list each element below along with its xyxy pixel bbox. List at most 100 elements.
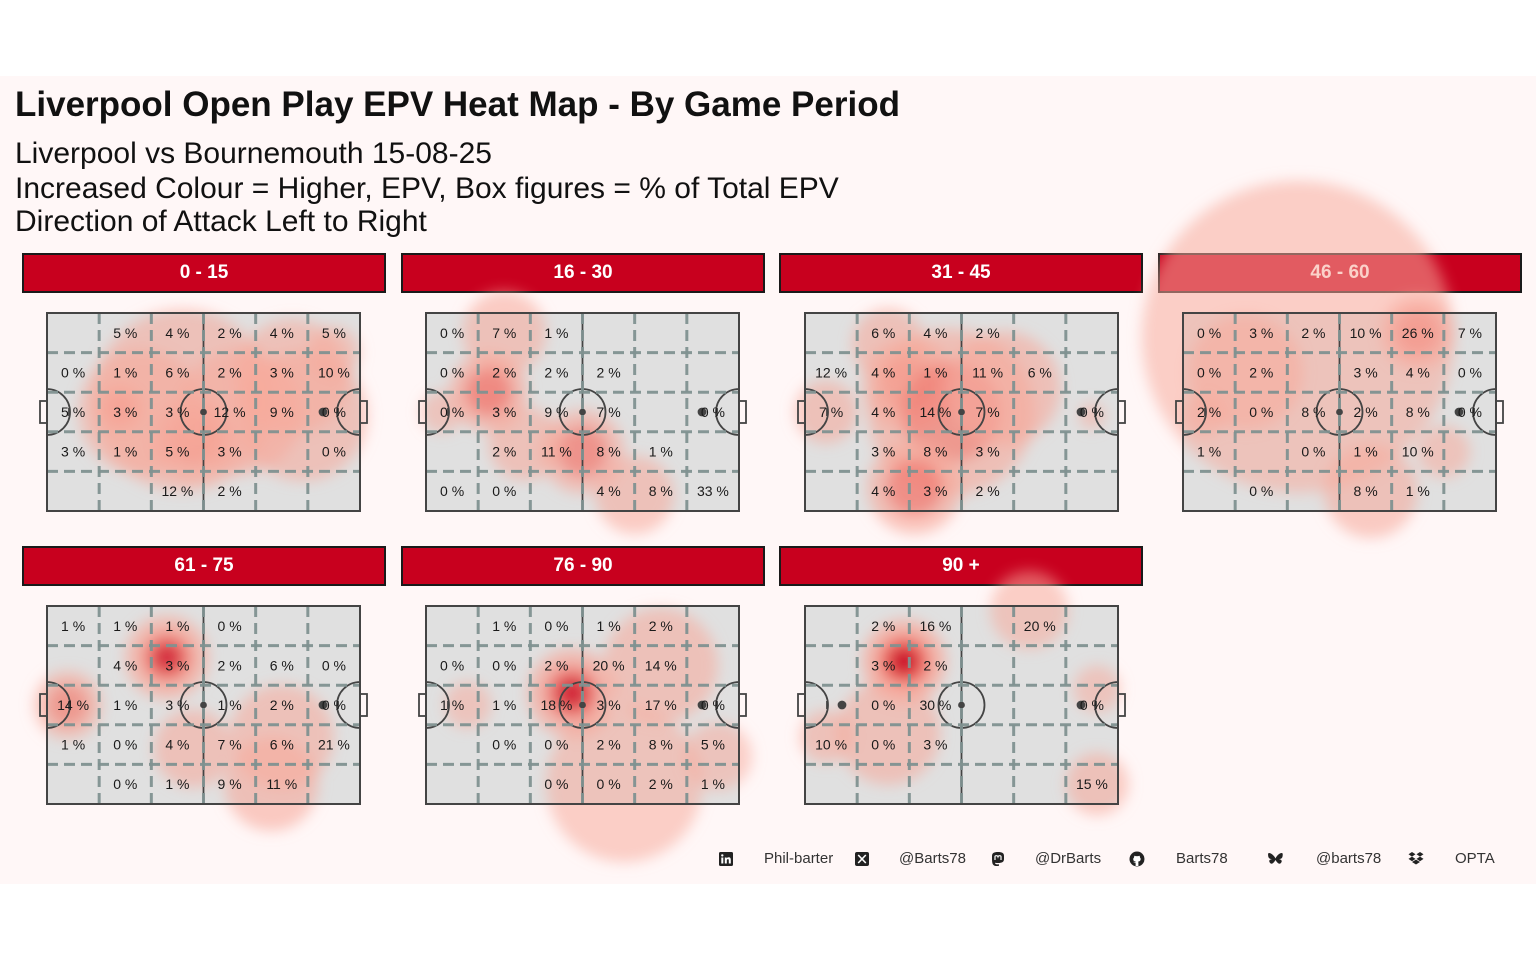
zone-label: 2 % <box>649 618 673 634</box>
zone-label: 6 % <box>1028 364 1052 380</box>
zone-label: 0 % <box>701 404 725 420</box>
zone-label: 0 % <box>322 657 346 673</box>
zone-label: 3 % <box>113 404 137 420</box>
zone-label: 7 % <box>597 404 621 420</box>
zone-label: 3 % <box>165 697 189 713</box>
facet-strip-6: 76 - 90 <box>401 546 765 586</box>
zone-label: 0 % <box>1301 444 1325 460</box>
pitch-panel-6: 1 % 0 % 1 % 2 % 0 % 0 % 2 % 20 % 14 % 1 % 1 % 18 % 3… <box>418 605 752 863</box>
caption-github: Barts78 <box>1176 850 1228 867</box>
zone-grid <box>47 313 360 511</box>
zone-label: 0 % <box>544 618 568 634</box>
zone-label: 7 % <box>976 404 1000 420</box>
zone-label: 2 % <box>218 364 242 380</box>
zone-label: 0 % <box>544 737 568 753</box>
zone-label: 3 % <box>218 444 242 460</box>
zone-label: 8 % <box>649 483 673 499</box>
zone-label: 20 % <box>593 657 625 673</box>
zone-label: 0 % <box>322 444 346 460</box>
mastodon-icon <box>991 850 1007 868</box>
heat-hotspot-3 <box>154 709 233 788</box>
zone-grid <box>47 606 360 804</box>
zone-label: 0 % <box>1458 364 1482 380</box>
zone-label: 0 % <box>113 737 137 753</box>
heat-hotspot-9 <box>307 326 360 379</box>
zone-label: 3 % <box>270 364 294 380</box>
pitch-panel-7: 2 % 16 % 20 % 3 % 2 % 0 % 30 % 0 % 10 % 0 % 3 % 15 … <box>797 570 1129 816</box>
zone-label: 12 % <box>815 364 847 380</box>
heat-hotspot-5 <box>946 331 1061 446</box>
zone-label: 0 % <box>1080 404 1104 420</box>
zone-label: 6 % <box>270 657 294 673</box>
zone-label: 1 % <box>1354 444 1378 460</box>
zone-label: 2 % <box>492 444 516 460</box>
zone-label: 0 % <box>544 776 568 792</box>
facet-strip-1: 0 - 15 <box>22 253 386 293</box>
zone-label: 1 % <box>165 776 189 792</box>
zone-label: 17 % <box>645 697 677 713</box>
zone-label: 3 % <box>61 444 85 460</box>
zone-label: 3 % <box>1354 364 1378 380</box>
zone-label: 0 % <box>440 364 464 380</box>
heat-hotspot-5 <box>488 407 562 481</box>
zone-label: 4 % <box>165 737 189 753</box>
zone-grid <box>426 313 739 511</box>
zone-label: 2 % <box>1197 404 1221 420</box>
zone-label: 2 % <box>923 657 947 673</box>
zone-label: 2 % <box>976 483 1000 499</box>
zone-label: 6 % <box>871 325 895 341</box>
zone-label: 7 % <box>1458 325 1482 341</box>
zone-label: 1 % <box>113 697 137 713</box>
zone-label: 1 % <box>544 325 568 341</box>
heat-hotspot-4 <box>1183 395 1225 437</box>
zone-label: 1 % <box>218 697 242 713</box>
zone-label: 0 % <box>871 737 895 753</box>
zone-label: 5 % <box>61 404 85 420</box>
zone-label: 15 % <box>1076 776 1108 792</box>
zone-label: 9 % <box>544 404 568 420</box>
zone-label: 1 % <box>113 618 137 634</box>
github-icon <box>1129 850 1145 868</box>
zone-label: 14 % <box>57 697 89 713</box>
heat-layer <box>1141 180 1470 538</box>
zone-label: 0 % <box>492 657 516 673</box>
heat-hotspot-4 <box>684 722 752 791</box>
zone-label: 0 % <box>1458 404 1482 420</box>
zone-label: 8 % <box>1301 404 1325 420</box>
heat-hotspot-2 <box>603 608 718 723</box>
zone-label: 1 % <box>923 364 947 380</box>
zone-label: 21 % <box>318 737 350 753</box>
zone-label: 7 % <box>819 404 843 420</box>
facet-strip-5: 61 - 75 <box>22 546 386 586</box>
bluesky-icon <box>1267 850 1283 868</box>
zone-label: 4 % <box>871 404 895 420</box>
caption-linkedin: Phil-barter <box>764 850 834 867</box>
caption-x: @Barts78 <box>899 850 966 867</box>
zone-label: 0 % <box>218 618 242 634</box>
zone-label: 0 % <box>113 776 137 792</box>
zone-label: 0 % <box>492 737 516 753</box>
heat-hotspot-4 <box>1065 753 1129 816</box>
zone-label: 30 % <box>919 697 951 713</box>
caption-bluesky: @barts78 <box>1316 850 1382 867</box>
zone-grid <box>805 313 1118 511</box>
heat-hotspot-4 <box>595 456 674 535</box>
zone-label: 10 % <box>1402 444 1434 460</box>
zone-label: 8 % <box>1354 483 1378 499</box>
zone-label: 4 % <box>113 657 137 673</box>
heat-hotspot-2 <box>836 680 941 785</box>
zone-label: 0 % <box>322 404 346 420</box>
pitch-panel-4: 0 % 3 % 2 % 10 % 26 % 7 % 0 % 2 % 3 % 4 % 0 % 2 % 0 … <box>1141 180 1504 538</box>
zone-label: 2 % <box>492 364 516 380</box>
zone-label: 1 % <box>113 444 137 460</box>
zone-label: 11 % <box>972 364 1003 380</box>
zone-label: 3 % <box>976 444 1000 460</box>
facet-strip-7: 90 + <box>779 546 1143 586</box>
zone-label: 5 % <box>165 444 189 460</box>
dropbox-icon <box>1408 850 1424 868</box>
zone-label: 3 % <box>1249 325 1273 341</box>
zone-label: 0 % <box>1080 697 1104 713</box>
zone-label: 0 % <box>492 483 516 499</box>
zone-label: 4 % <box>597 483 621 499</box>
zone-label: 12 % <box>161 483 193 499</box>
